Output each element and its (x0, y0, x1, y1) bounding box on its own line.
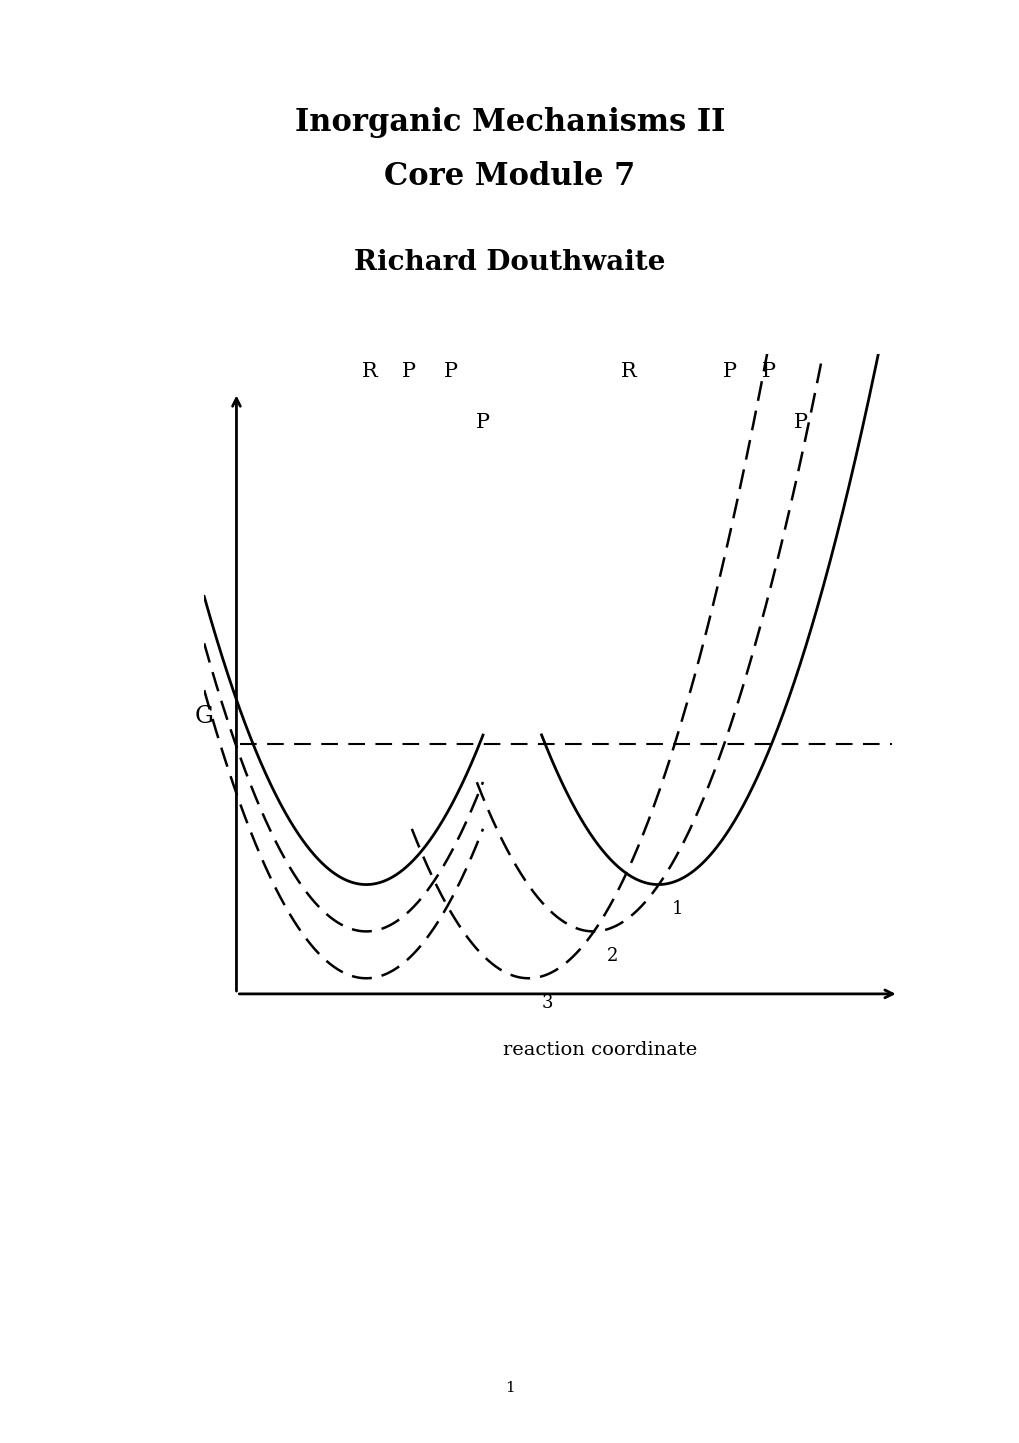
Text: Richard Douthwaite: Richard Douthwaite (354, 250, 665, 276)
Text: Inorganic Mechanisms II: Inorganic Mechanisms II (294, 107, 725, 139)
Text: P: P (761, 362, 774, 381)
Text: P: P (443, 362, 458, 381)
Text: Core Module 7: Core Module 7 (384, 160, 635, 192)
Text: 1: 1 (671, 900, 682, 918)
Text: 3: 3 (541, 994, 552, 1012)
Text: reaction coordinate: reaction coordinate (502, 1040, 696, 1059)
Text: 2: 2 (606, 947, 618, 965)
Text: P: P (401, 362, 415, 381)
Text: R: R (621, 362, 637, 381)
Text: P: P (794, 413, 807, 431)
Text: R: R (362, 362, 377, 381)
Text: G: G (195, 706, 213, 729)
Text: P: P (722, 362, 736, 381)
Text: 1: 1 (504, 1381, 515, 1395)
Text: P: P (476, 413, 489, 431)
